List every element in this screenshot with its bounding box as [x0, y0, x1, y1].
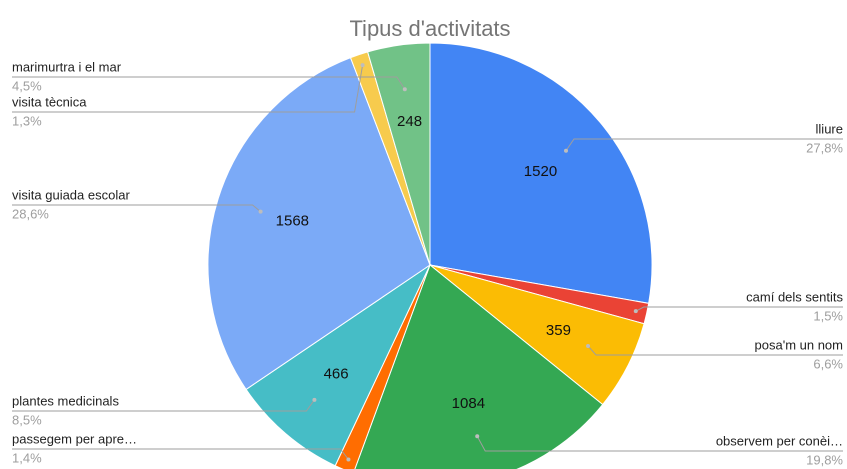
leader-line [12, 65, 364, 113]
leader-dot [563, 148, 568, 153]
leader-dot [586, 344, 591, 349]
leader-dot [346, 457, 351, 462]
slice-label: 248 [397, 113, 422, 130]
leader-line [476, 435, 843, 452]
legend-label: observem per conèi… [716, 433, 843, 448]
pie-slice [367, 42, 431, 266]
chart-title: Tipus d'activitats [349, 16, 510, 41]
legend-label: posa'm un nom [755, 337, 843, 352]
leader-line [12, 204, 261, 213]
leader-line [565, 138, 843, 152]
percent-label: 1,4% [12, 450, 42, 465]
percent-label: 1,3% [12, 113, 42, 128]
slice-label: 359 [546, 322, 571, 339]
leader-dot [360, 63, 365, 68]
percent-label: 27,8% [806, 140, 843, 155]
leader-dot [633, 309, 638, 314]
leader-line [587, 345, 843, 356]
percent-label: 8,5% [12, 412, 42, 427]
percent-label: 19,8% [806, 452, 843, 467]
slice-label: 1520 [524, 163, 557, 180]
legend-label: passegem per apre… [12, 431, 137, 446]
percent-label: 4,5% [12, 78, 42, 93]
leader-dot [258, 209, 263, 214]
slice-label: 466 [324, 366, 349, 383]
percent-label: 1,5% [813, 308, 843, 323]
slice-label: 1084 [452, 395, 485, 412]
legend-label: lliure [816, 121, 843, 136]
pie-slice [429, 42, 653, 304]
leader-line [12, 448, 349, 460]
leader-dot [312, 397, 317, 402]
leader-line [635, 306, 843, 312]
legend-label: visita guiada escolar [12, 187, 130, 202]
percent-label: 6,6% [813, 356, 843, 371]
legend-label: marimurtra i el mar [12, 59, 122, 74]
pie-slice [354, 264, 604, 469]
legend-label: visita tècnica [12, 94, 87, 109]
leader-line [12, 76, 406, 90]
leader-dot [402, 87, 407, 92]
leader-line [12, 399, 315, 412]
pie-slice [245, 263, 432, 467]
pie-slice [207, 57, 431, 391]
legend-label: plantes medicinals [12, 393, 119, 408]
slice-label: 1568 [276, 213, 309, 230]
percent-label: 28,6% [12, 206, 49, 221]
legend-label: camí dels sentits [746, 289, 843, 304]
leader-dot [475, 434, 480, 439]
